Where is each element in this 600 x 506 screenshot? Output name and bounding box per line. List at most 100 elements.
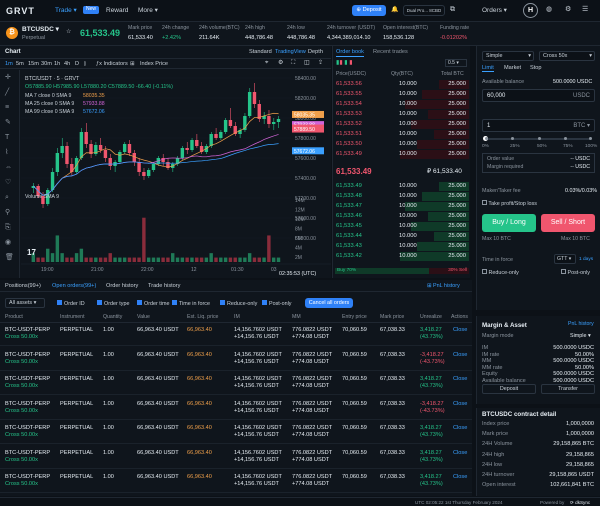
slider-label[interactable]: 100% — [585, 144, 598, 149]
close-position-button[interactable]: Close — [453, 327, 468, 333]
slider-tick[interactable] — [538, 137, 541, 140]
filter-checkbox[interactable]: Order time — [137, 300, 169, 307]
price-input[interactable]: 60,000 USDC — [482, 89, 595, 102]
symbol-name[interactable]: BTCUSDC ▾ — [22, 26, 59, 33]
slider-label[interactable]: 0% — [482, 144, 489, 149]
table-row[interactable]: BTC-USDT-PERP Cross 50.00x PERPETUAL 1.00 66… — [0, 348, 472, 371]
magnet-icon[interactable]: ⚲ — [5, 209, 11, 216]
tab-order-book[interactable]: Order book — [336, 49, 364, 58]
deposit-button[interactable]: ⊕ Deposit — [352, 5, 386, 16]
qty-unit[interactable]: BTC ▾ — [573, 123, 590, 129]
close-position-button[interactable]: Close — [453, 425, 468, 431]
share-icon[interactable]: ⇪ — [318, 60, 324, 66]
slider-tick[interactable] — [485, 137, 488, 140]
trash-icon[interactable]: 🗑 — [5, 254, 14, 261]
mode-select[interactable]: Simple ▾ — [482, 51, 534, 61]
ob-row-ask[interactable]: 61,533.54 10.000 25.000 — [333, 100, 469, 109]
fib-icon[interactable]: ≡ — [5, 104, 10, 111]
ob-row-ask[interactable]: 61,533.51 10.000 25.000 — [333, 130, 469, 139]
interval-D[interactable]: D — [75, 61, 80, 67]
sell-short-button[interactable]: Sell / Short — [541, 214, 595, 232]
tif-days[interactable]: 1 days — [579, 257, 594, 262]
candle-icon[interactable]: ⫾ — [84, 61, 86, 67]
globe-icon[interactable]: ◍ — [546, 6, 553, 13]
book-layout-icon[interactable]: ▮▮ ▮ ▮ — [336, 60, 353, 66]
ob-row-bid[interactable]: 61,533.45 10.000 25.000 — [333, 222, 469, 231]
view-standard[interactable]: Standard — [249, 49, 272, 55]
transfer-button[interactable]: Transfer — [541, 384, 595, 394]
interval-1h[interactable]: 1h — [54, 61, 61, 67]
filter-checkbox[interactable]: Time in force — [172, 300, 210, 307]
nav-more[interactable]: More ▾ — [138, 7, 158, 14]
slider-tick[interactable] — [564, 137, 567, 140]
tick-size-select[interactable]: 0.5 ▾ — [445, 59, 467, 67]
index-price-toggle[interactable]: Index Price — [140, 61, 168, 67]
asset-filter[interactable]: All assets ▾ — [5, 298, 45, 308]
measure-icon[interactable]: ⇔ — [5, 164, 12, 171]
close-position-button[interactable]: Close — [453, 351, 468, 358]
account-selector[interactable]: Dual Pro... 8CBD — [403, 5, 445, 16]
snapshot-icon[interactable]: ◫ — [304, 60, 310, 66]
margin-mode[interactable]: Simple ▾ — [570, 333, 591, 339]
reduce-only-checkbox[interactable]: Reduce-only — [482, 269, 519, 276]
margin-deposit-button[interactable]: Deposit — [482, 384, 536, 394]
fullscreen-icon[interactable]: ⛶ — [291, 60, 296, 66]
close-position-button[interactable]: Close — [453, 449, 468, 456]
ob-row-ask[interactable]: 61,533.55 10.000 25.000 — [333, 90, 469, 99]
ob-row-ask[interactable]: 61,533.50 10.000 25.000 — [333, 140, 469, 149]
pnl-history-link[interactable]: ⊞ PnL history — [427, 283, 460, 289]
positions-tab-1[interactable]: Open orders(99+) — [52, 283, 97, 289]
ob-row-ask[interactable]: 61,533.52 10.000 25.000 — [333, 120, 469, 129]
price-chart[interactable]: BTC/USDT · 5 · GRVT O57885.90 H57985.90 L… — [21, 70, 331, 278]
logo[interactable]: GRVT — [6, 6, 35, 16]
margin-pnl-link[interactable]: PnL history — [568, 321, 594, 327]
tab-stop[interactable]: Stop — [530, 65, 542, 71]
ob-row-ask[interactable]: 61,533.49 10.000 25.000 — [333, 150, 469, 159]
ob-row-bid[interactable]: 61,533.48 10.000 25.000 — [333, 192, 469, 201]
ob-row-bid[interactable]: 61,533.42 10.000 25.000 — [333, 252, 469, 261]
table-row[interactable]: BTC-USDT-PERP Cross 50.00x PERPETUAL 1.00 66… — [0, 372, 472, 395]
brush-icon[interactable]: ✎ — [5, 119, 11, 126]
star-icon[interactable]: ☆ — [66, 29, 72, 35]
close-position-button[interactable]: Close — [453, 376, 468, 382]
filter-checkbox[interactable]: Post-only — [262, 300, 291, 307]
tpsl-checkbox[interactable]: Take profit/Stop loss — [482, 200, 537, 207]
cancel-all-button[interactable]: Cancel all orders — [305, 298, 353, 308]
text-tool-icon[interactable]: T — [5, 134, 10, 141]
positions-tab-0[interactable]: Positions(99+) — [5, 283, 41, 289]
settings-icon[interactable]: ⚙ — [278, 60, 284, 66]
close-position-button[interactable]: Close — [453, 400, 468, 407]
filter-checkbox[interactable]: Order ID — [57, 300, 85, 307]
table-row[interactable]: BTC-USDT-PERP Cross 50.00x PERPETUAL 1.00 66… — [0, 397, 472, 420]
layout-icon[interactable]: ⊞ — [130, 61, 135, 67]
table-row[interactable]: BTC-USDT-PERP Cross 50.00x PERPETUAL 1.00 66… — [0, 470, 472, 493]
slider-tick[interactable] — [511, 137, 514, 140]
ob-row-ask[interactable]: 61,533.53 10.000 25.000 — [333, 110, 469, 119]
post-only-checkbox[interactable]: Post-only — [561, 269, 590, 276]
table-row[interactable]: BTC-USDT-PERP Cross 50.00x PERPETUAL 1.00 66… — [0, 446, 472, 469]
tab-limit[interactable]: Limit — [482, 65, 494, 73]
tab-recent-trades[interactable]: Recent trades — [373, 49, 408, 55]
tab-market[interactable]: Market — [504, 65, 522, 71]
interval-30m[interactable]: 30m — [41, 61, 52, 67]
tif-select[interactable]: GTT ▾ — [554, 254, 576, 264]
ob-row-bid[interactable]: 61,533.43 10.000 25.000 — [333, 242, 469, 251]
bell-icon[interactable]: 🔔 — [391, 7, 399, 13]
slider-tick[interactable] — [589, 137, 592, 140]
interval-1m[interactable]: 1m — [5, 61, 13, 67]
nav-reward[interactable]: Reward — [106, 7, 129, 14]
ob-row-ask[interactable]: 61,533.56 10.000 25.000 — [333, 80, 469, 89]
buy-long-button[interactable]: Buy / Long — [482, 214, 536, 232]
slider-label[interactable]: 75% — [563, 144, 573, 149]
ob-row-bid[interactable]: 61,533.49 10.000 25.000 — [333, 182, 469, 191]
positions-tab-3[interactable]: Trade history — [148, 283, 181, 289]
close-position-button[interactable]: Close — [453, 474, 468, 480]
filter-checkbox[interactable]: Order type — [97, 300, 129, 307]
gear-icon[interactable]: ⚙ — [565, 6, 572, 13]
trendline-icon[interactable]: ╱ — [5, 89, 10, 96]
view-tradingview[interactable]: TradingView — [275, 49, 306, 55]
camera-icon[interactable]: ⌖ — [265, 60, 269, 66]
margin-select[interactable]: Cross 50x ▾ — [539, 51, 595, 61]
table-row[interactable]: BTC-USDT-PERP Cross 50.00x PERPETUAL 1.00 66… — [0, 323, 472, 346]
orders-menu[interactable]: Orders ▾ — [482, 7, 507, 14]
